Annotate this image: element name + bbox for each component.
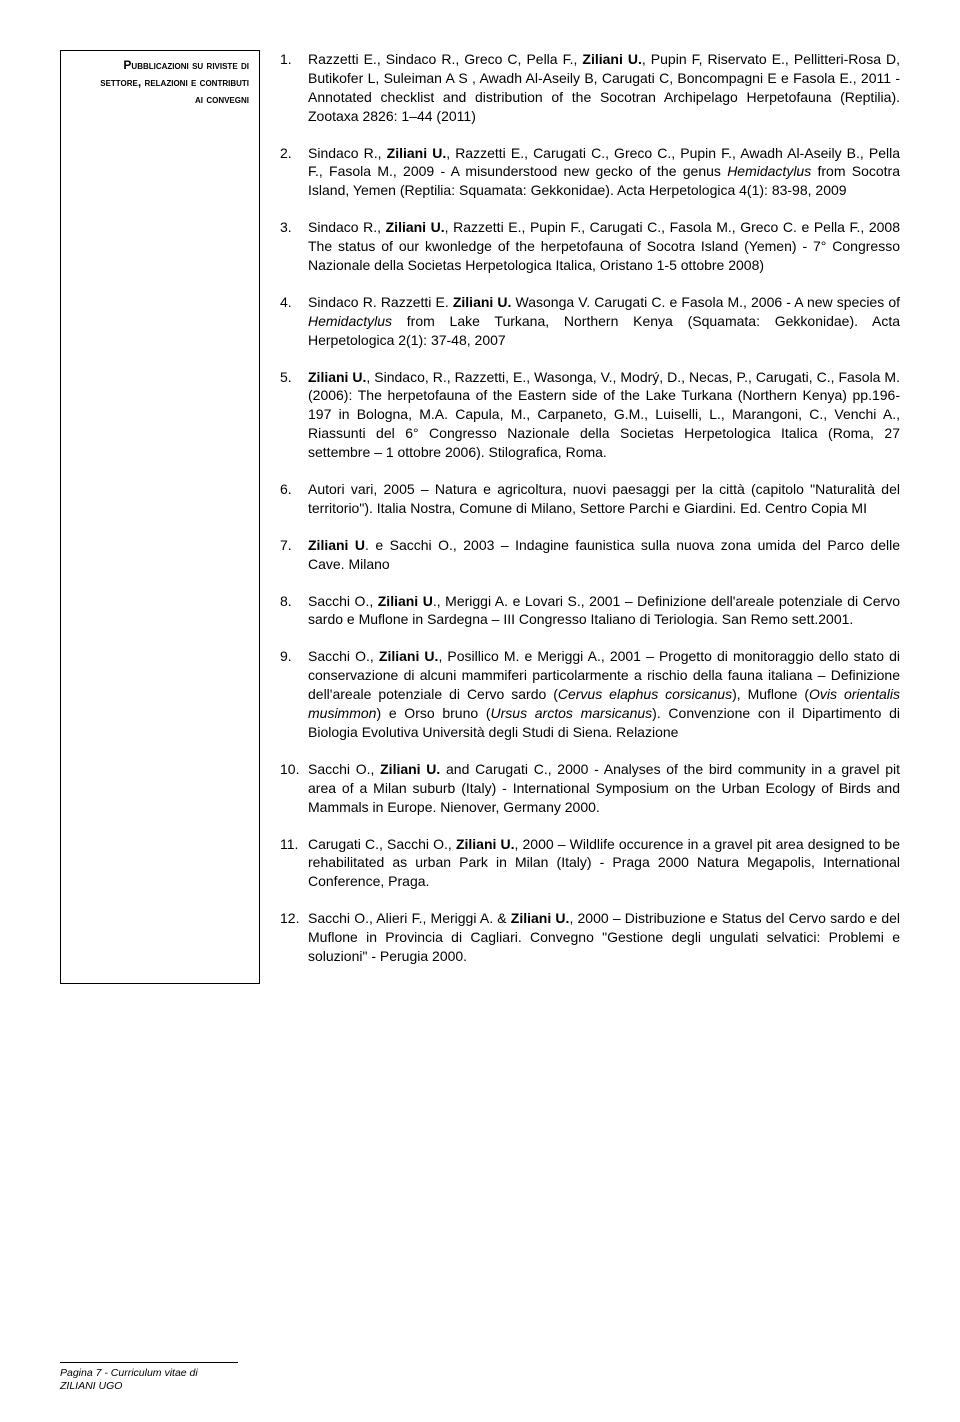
sidebar-section-label: Pubblicazioni su riviste di settore, rel… (60, 50, 260, 984)
publication-item: Sacchi O., Ziliani U., Meriggi A. e Lova… (280, 592, 900, 630)
heading-line: Pubblicazioni su riviste di (123, 58, 249, 72)
publication-item: Sacchi O., Ziliani U., Posillico M. e Me… (280, 647, 900, 741)
publications-list-container: Razzetti E., Sindaco R., Greco C, Pella … (280, 50, 900, 984)
publication-item: Sindaco R., Ziliani U., Razzetti E., Car… (280, 144, 900, 201)
publications-list: Razzetti E., Sindaco R., Greco C, Pella … (280, 50, 900, 966)
publication-item: Sindaco R., Ziliani U., Razzetti E., Pup… (280, 218, 900, 275)
page-footer: Pagina 7 - Curriculum vitae di ZILIANI U… (60, 1362, 238, 1394)
publication-item: Autori vari, 2005 – Natura e agricoltura… (280, 480, 900, 518)
publication-item: Razzetti E., Sindaco R., Greco C, Pella … (280, 50, 900, 126)
publication-item: Carugati C., Sacchi O., Ziliani U., 2000… (280, 835, 900, 892)
publication-item: Ziliani U. e Sacchi O., 2003 – Indagine … (280, 536, 900, 574)
publication-item: Sindaco R. Razzetti E. Ziliani U. Wasong… (280, 293, 900, 350)
heading-line: ai convegni (195, 92, 249, 106)
publication-item: Ziliani U., Sindaco, R., Razzetti, E., W… (280, 368, 900, 462)
section-heading: Pubblicazioni su riviste di settore, rel… (71, 57, 249, 107)
publication-item: Sacchi O., Ziliani U. and Carugati C., 2… (280, 760, 900, 817)
footer-line: ZILIANI UGO (60, 1380, 122, 1392)
page-content: Pubblicazioni su riviste di settore, rel… (60, 50, 900, 984)
footer-line: Pagina 7 - Curriculum vitae di (60, 1367, 198, 1379)
publication-item: Sacchi O., Alieri F., Meriggi A. & Zilia… (280, 909, 900, 966)
heading-line: settore, relazioni e contributi (100, 75, 249, 89)
